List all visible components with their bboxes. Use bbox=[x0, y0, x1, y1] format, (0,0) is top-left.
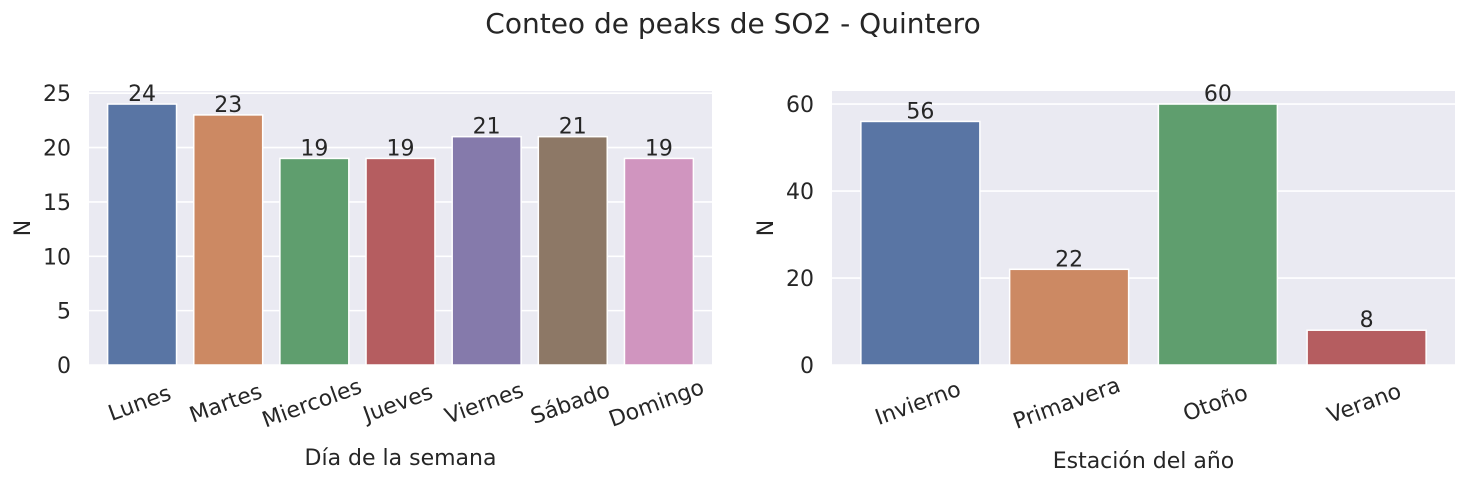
bar-value-label: 24 bbox=[128, 82, 156, 107]
bar-value-label: 23 bbox=[214, 93, 242, 118]
bar bbox=[1157, 103, 1279, 366]
bar bbox=[623, 157, 695, 366]
bar bbox=[193, 114, 264, 366]
x-tick-label: Primavera bbox=[1010, 373, 1124, 435]
y-tick-label: 40 bbox=[786, 180, 814, 205]
bars bbox=[860, 103, 1427, 366]
x-tick-label: Lunes bbox=[105, 381, 174, 427]
bar-value-labels: 24 23 19 19 21 21 19 bbox=[128, 82, 673, 161]
bar-value-label: 19 bbox=[300, 136, 328, 161]
x-axis-label: Estación del año bbox=[1053, 449, 1235, 474]
x-tick-label: Otoño bbox=[1180, 381, 1251, 427]
bar-value-label: 60 bbox=[1204, 82, 1232, 107]
figure-title: Conteo de peaks de SO2 - Quintero bbox=[485, 7, 980, 40]
bar-value-label: 19 bbox=[645, 136, 673, 161]
x-tick-label: Sábado bbox=[528, 378, 614, 430]
x-tick-label: Martes bbox=[186, 379, 265, 428]
y-tick-label: 0 bbox=[57, 354, 71, 379]
bar-value-label: 8 bbox=[1360, 308, 1374, 333]
x-tick-label: Viernes bbox=[442, 378, 527, 429]
bar-value-label: 19 bbox=[387, 136, 415, 161]
bar bbox=[365, 157, 436, 366]
y-tick-label: 20 bbox=[786, 267, 814, 292]
x-tick-label: Invierno bbox=[872, 377, 964, 431]
bar-value-label: 56 bbox=[906, 99, 934, 124]
bar bbox=[1008, 268, 1130, 366]
y-tick-label: 60 bbox=[786, 93, 814, 118]
y-tick-label: 5 bbox=[57, 300, 71, 325]
bar bbox=[860, 120, 981, 366]
chart-panel-season: 0 20 40 60 56 22 60 8 Invierno Primavera Otoño Ve… bbox=[754, 82, 1455, 474]
y-tick-labels: 0 20 40 60 bbox=[786, 93, 814, 379]
bar bbox=[537, 135, 608, 366]
bar bbox=[279, 157, 350, 366]
y-tick-label: 15 bbox=[43, 191, 71, 216]
y-tick-labels: 0 5 10 15 20 25 bbox=[43, 82, 71, 379]
x-tick-label: Verano bbox=[1324, 379, 1405, 429]
y-tick-label: 25 bbox=[43, 82, 71, 107]
y-tick-label: 20 bbox=[43, 137, 71, 162]
bar-value-label: 21 bbox=[559, 115, 587, 140]
bar-value-labels: 56 22 60 8 bbox=[906, 82, 1373, 333]
bar bbox=[451, 135, 522, 366]
x-tick-labels: Invierno Primavera Otoño Verano bbox=[872, 373, 1405, 435]
y-axis-label: N bbox=[11, 220, 36, 236]
bar-value-label: 22 bbox=[1055, 247, 1083, 272]
bar bbox=[106, 103, 178, 366]
bars bbox=[106, 103, 695, 366]
bar bbox=[1306, 329, 1427, 366]
y-tick-label: 10 bbox=[43, 245, 71, 270]
x-axis-label: Día de la semana bbox=[305, 446, 497, 471]
x-tick-label: Miercoles bbox=[259, 374, 365, 433]
x-tick-label: Jueves bbox=[358, 380, 436, 429]
chart-panel-weekday: 0 5 10 15 20 25 24 23 19 19 21 21 19 Lunes MartesMie… bbox=[11, 82, 712, 471]
x-tick-label: Domingo bbox=[606, 375, 708, 432]
y-tick-label: 0 bbox=[800, 354, 814, 379]
bar-value-label: 21 bbox=[473, 115, 501, 140]
y-axis-label: N bbox=[754, 220, 779, 236]
